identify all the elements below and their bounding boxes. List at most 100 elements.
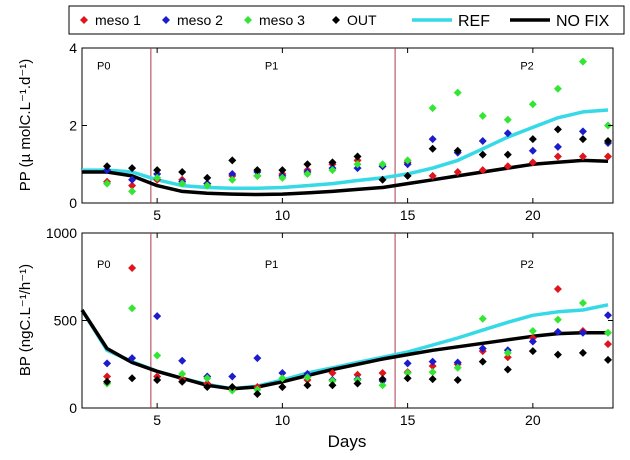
pp-meso3-point bbox=[453, 88, 462, 97]
pp-meso2-point bbox=[553, 142, 562, 151]
legend-meso2-marker bbox=[162, 16, 170, 24]
bp-meso2-point bbox=[603, 311, 612, 320]
bp-phase-label-p0: P0 bbox=[97, 259, 110, 271]
bp-meso1-point bbox=[378, 369, 387, 377]
pp-out-point bbox=[503, 150, 512, 159]
bp-meso3-point bbox=[603, 328, 612, 337]
bp-xtick-label: 20 bbox=[525, 412, 541, 428]
bp-meso1-point bbox=[353, 370, 362, 379]
bp-out-point bbox=[453, 376, 462, 384]
bp-meso1-point bbox=[503, 353, 512, 362]
bp-ytick-label: 500 bbox=[54, 313, 78, 329]
pp-meso1-point bbox=[428, 171, 437, 180]
bp-meso3-point bbox=[578, 299, 587, 307]
pp-out-point bbox=[428, 144, 437, 153]
bp-meso2-point bbox=[178, 356, 187, 365]
pp-meso3-point bbox=[328, 166, 337, 175]
pp-meso3-point bbox=[153, 173, 162, 182]
bp-meso3-point bbox=[378, 381, 387, 390]
bp-meso2-point bbox=[103, 359, 112, 368]
pp-out-point bbox=[578, 135, 587, 144]
pp-out-point bbox=[378, 175, 387, 184]
bp-out-point bbox=[228, 383, 237, 391]
pp-meso2-point bbox=[478, 137, 487, 145]
bp-out-point bbox=[478, 357, 487, 366]
bp-meso1-point bbox=[553, 285, 562, 293]
pp-ylabel: PP (µ molC.L⁻¹.d⁻¹) bbox=[17, 59, 34, 192]
bp-out-point bbox=[253, 390, 262, 398]
pp-panel: P0 P1 P2 5 10 15 20 0 2 4 PP (µ molC.L⁻¹.d⁻¹) bbox=[17, 40, 614, 223]
bp-meso1-point bbox=[328, 369, 337, 377]
bp-phase-label-p2: P2 bbox=[520, 259, 533, 271]
pp-xtick-label: 5 bbox=[153, 207, 161, 223]
bp-meso3-point bbox=[503, 348, 512, 357]
pp-meso3-point bbox=[503, 115, 512, 124]
pp-meso1-point bbox=[478, 166, 487, 175]
legend-nofix-label: NO FIX bbox=[556, 13, 610, 30]
pp-series-ref-line bbox=[82, 108, 609, 191]
bp-meso1-point bbox=[128, 264, 137, 272]
pp-out-point bbox=[453, 146, 462, 155]
pp-meso3-point bbox=[578, 57, 587, 66]
bp-meso3-point bbox=[528, 327, 537, 335]
bp-xtick-label: 10 bbox=[275, 412, 291, 428]
pp-out-point bbox=[478, 150, 487, 159]
bp-out-point bbox=[128, 374, 137, 383]
pp-phase-label-p2: P2 bbox=[520, 60, 533, 72]
pp-meso3-point bbox=[178, 179, 187, 188]
bp-meso2-point bbox=[428, 357, 437, 366]
pp-meso1-point bbox=[578, 152, 587, 161]
bp-meso3-point bbox=[478, 314, 487, 323]
pp-out-point bbox=[103, 162, 112, 171]
bp-meso2-point bbox=[578, 328, 587, 337]
bp-meso3-point bbox=[128, 304, 137, 313]
bp-ytick-label: 1000 bbox=[46, 225, 77, 241]
pp-meso1-point bbox=[128, 181, 137, 190]
pp-meso1-point bbox=[503, 162, 512, 171]
pp-out-point bbox=[303, 160, 312, 169]
bp-meso2-point bbox=[278, 369, 287, 377]
pp-marks: P0 P1 P2 bbox=[82, 48, 612, 203]
pp-meso3-point bbox=[428, 104, 437, 113]
pp-meso3-point bbox=[228, 175, 237, 184]
bp-meso3-point bbox=[253, 385, 262, 394]
bp-out-point bbox=[178, 377, 187, 386]
legend-meso1-marker bbox=[80, 16, 88, 24]
bp-meso3-point bbox=[403, 369, 412, 377]
pp-meso1-point bbox=[603, 152, 612, 161]
pp-meso1-point bbox=[553, 152, 562, 161]
bp-ytick-label: 0 bbox=[69, 400, 77, 416]
bp-marks: P0 P1 P2 bbox=[80, 233, 612, 408]
pp-meso2-point bbox=[128, 175, 137, 184]
pp-meso2-point bbox=[528, 146, 537, 155]
bp-xlabel: Days bbox=[328, 432, 367, 451]
pp-meso3-point bbox=[528, 100, 537, 109]
pp-xtick-label: 10 bbox=[275, 207, 291, 223]
bp-out-point bbox=[153, 376, 162, 384]
pp-out-point bbox=[528, 135, 537, 144]
pp-out-point bbox=[153, 166, 162, 175]
bp-meso2-point bbox=[228, 372, 237, 381]
pp-out-point bbox=[278, 166, 287, 175]
pp-meso1-point bbox=[453, 168, 462, 176]
bp-meso3-point bbox=[553, 315, 562, 324]
bp-xtick-label: 5 bbox=[153, 412, 161, 428]
pp-out-point bbox=[253, 166, 262, 175]
legend: meso 1 meso 2 meso 3 OUT REF NO FIX bbox=[68, 5, 625, 35]
pp-xtick-label: 15 bbox=[400, 207, 416, 223]
pp-ytick-label: 2 bbox=[69, 118, 77, 134]
pp-meso2-point bbox=[578, 127, 587, 136]
bp-out-point bbox=[378, 375, 387, 384]
pp-meso2-point bbox=[428, 135, 437, 144]
bp-meso1-point bbox=[603, 340, 612, 349]
bp-meso3-point bbox=[428, 368, 437, 377]
pp-meso3-point bbox=[303, 169, 312, 178]
pp-out-point bbox=[203, 173, 212, 182]
legend-ref-label: REF bbox=[458, 13, 490, 30]
bp-out-point bbox=[303, 381, 312, 390]
pp-meso1-point bbox=[528, 158, 537, 167]
bp-phase-label-p1: P1 bbox=[265, 259, 278, 271]
bp-meso1-point bbox=[103, 372, 112, 381]
